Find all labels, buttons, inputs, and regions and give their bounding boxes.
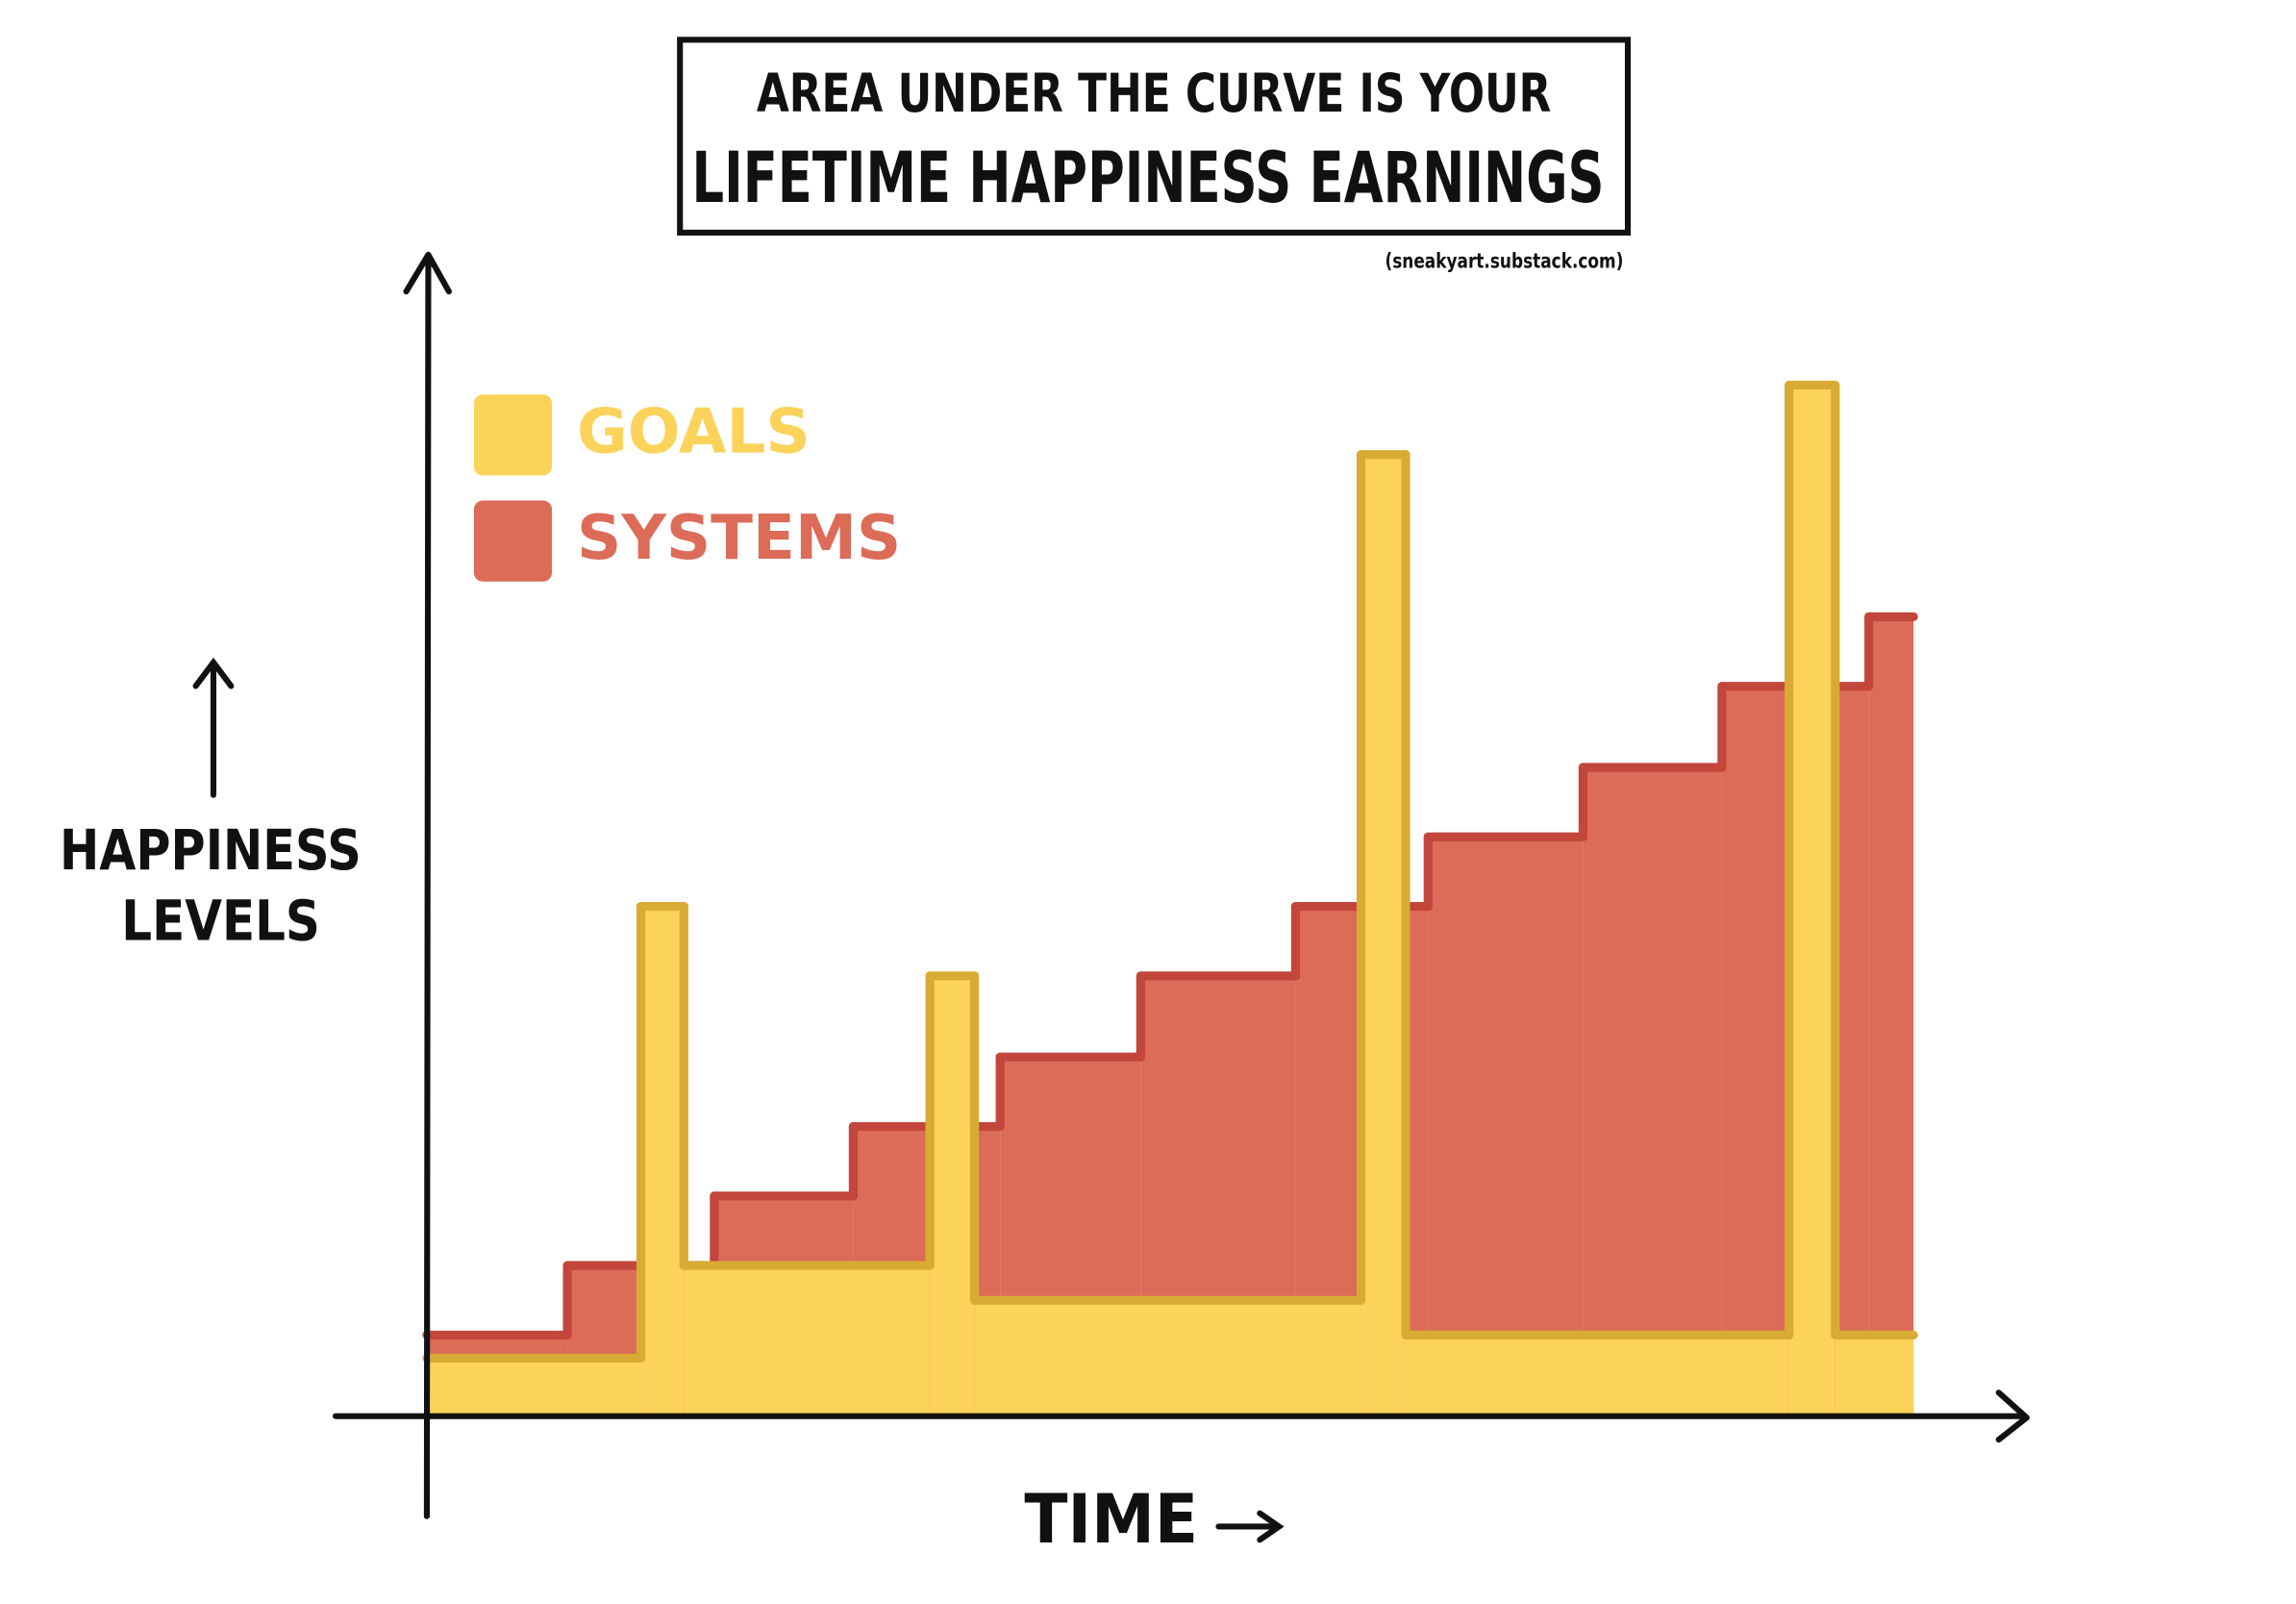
- step-area: [684, 1266, 931, 1416]
- credit: (sneakyart.substack.com): [1385, 250, 1623, 274]
- plot-area: [422, 380, 1918, 1416]
- legend-label: GOALS: [577, 396, 811, 468]
- step-area: [1583, 766, 1722, 1416]
- chart-title-line: AREA UNDER THE CURVE IS YOUR: [757, 63, 1552, 124]
- legend: GOALS SYSTEMS: [473, 394, 901, 582]
- y-label-arrow: [192, 657, 235, 798]
- legend-swatch: [473, 500, 553, 582]
- x-axis-label: TIME: [1024, 1480, 1198, 1559]
- step-area: [1868, 616, 1914, 1416]
- y-axis: [403, 251, 452, 1519]
- legend-swatch: [473, 394, 553, 476]
- y-axis-label: LEVELS: [121, 888, 320, 953]
- step-area: [640, 906, 685, 1416]
- chart-title-line: LIFETIME HAPPINESS EARNINGS: [691, 138, 1604, 219]
- step-area: [426, 1358, 641, 1416]
- step-area: [1788, 385, 1835, 1416]
- step-area: [1834, 1335, 1914, 1416]
- title-box: [677, 37, 1632, 236]
- step-area: [1406, 1335, 1789, 1416]
- step-area: [1360, 454, 1407, 1416]
- series-group: [422, 380, 1918, 1416]
- x-axis: [332, 1390, 2030, 1443]
- x-label-arrow: [1215, 1510, 1285, 1543]
- legend-label: SYSTEMS: [577, 502, 901, 574]
- step-area: [1428, 837, 1584, 1416]
- step-area: [930, 975, 975, 1416]
- step-area: [974, 1300, 1361, 1416]
- y-axis-label: HAPPINESS: [60, 817, 362, 883]
